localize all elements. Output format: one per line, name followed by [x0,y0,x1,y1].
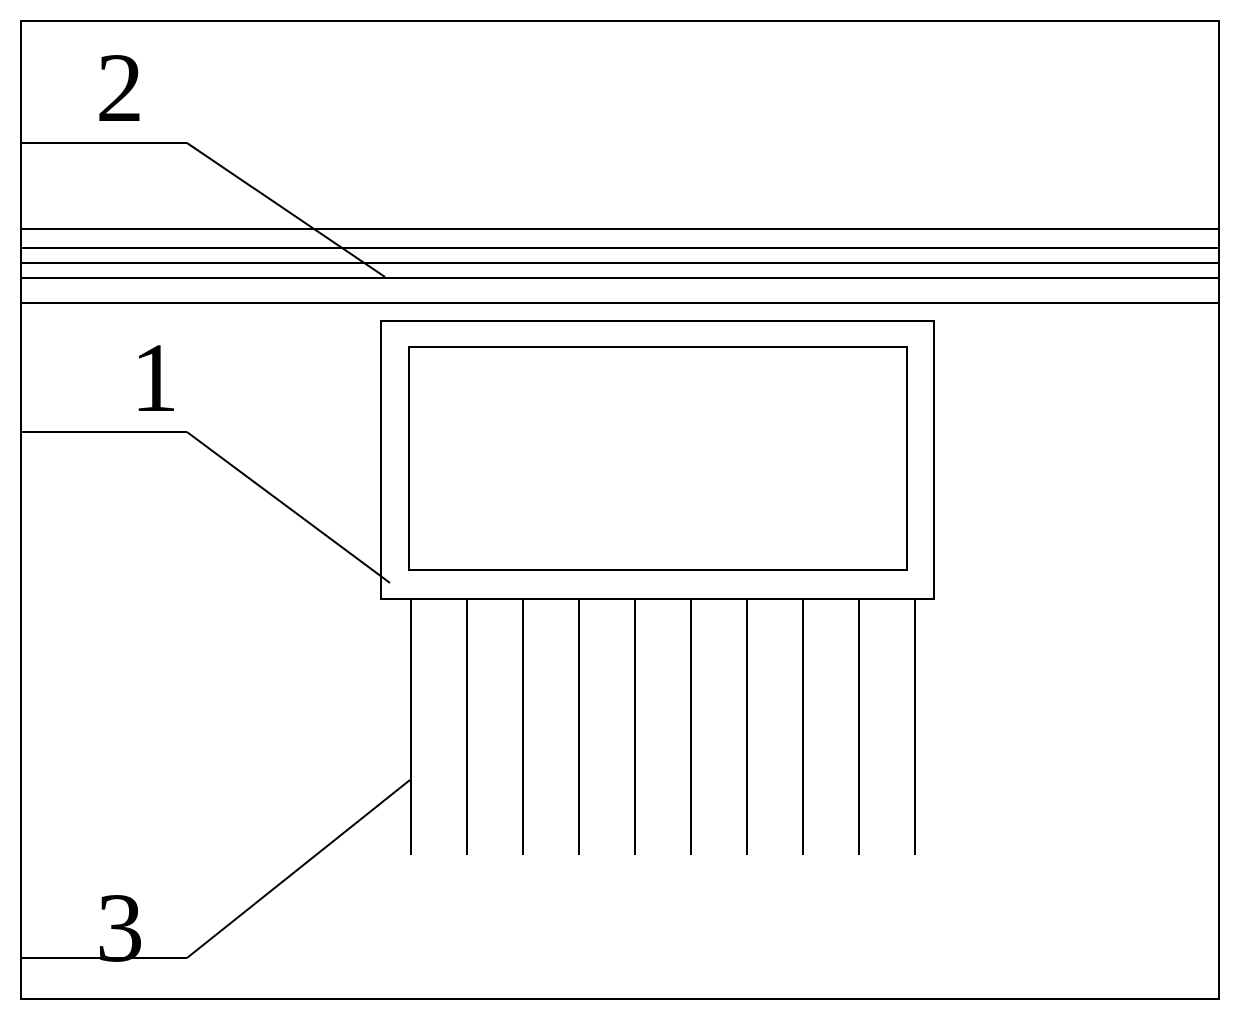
vline-4 [578,600,580,855]
vline-9 [858,600,860,855]
label-3: 3 [95,870,145,985]
vline-7 [746,600,748,855]
vline-5 [634,600,636,855]
horiz-line-4 [22,277,1218,279]
vline-6 [690,600,692,855]
horiz-line-3 [22,262,1218,264]
vline-3 [522,600,524,855]
label-2: 2 [95,30,145,145]
vline-8 [802,600,804,855]
vline-10 [914,600,916,855]
horiz-line-2 [22,247,1218,249]
vline-2 [466,600,468,855]
horiz-line-1 [22,228,1218,230]
horiz-line-5 [22,302,1218,304]
box-inner [408,346,908,571]
vline-1 [410,600,412,855]
label-1: 1 [130,320,180,435]
